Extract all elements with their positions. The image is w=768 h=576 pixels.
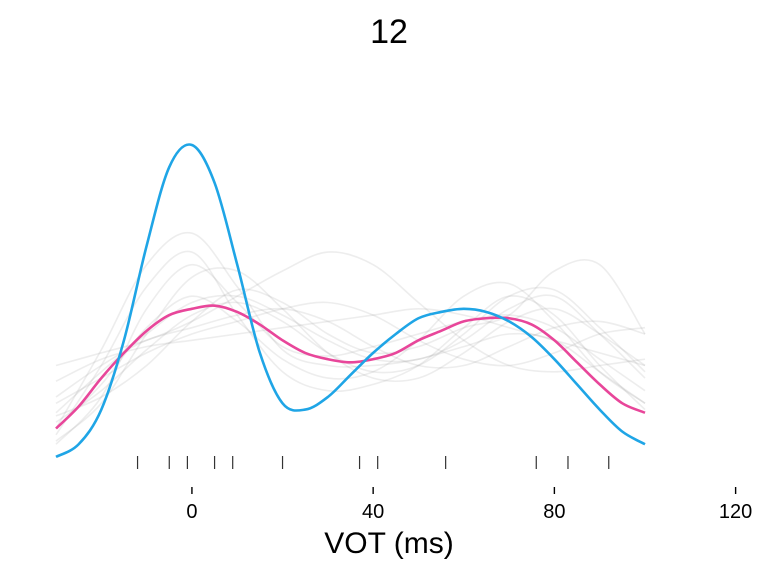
background-curve-4 xyxy=(55,250,646,436)
chart-title: 12 xyxy=(370,13,408,51)
highlighted-curves-group xyxy=(55,143,646,459)
background-curve-6 xyxy=(55,286,646,423)
background-curve-1 xyxy=(55,231,646,429)
background-curves-group xyxy=(55,231,646,445)
x-tick-label-120: 120 xyxy=(719,501,752,523)
series-line-blue xyxy=(55,143,646,459)
rug-marks-group xyxy=(136,456,610,469)
x-tick-label-40: 40 xyxy=(362,501,384,523)
series-line-pink xyxy=(55,304,646,430)
background-curve-2 xyxy=(55,263,646,445)
background-curve-9 xyxy=(55,307,646,382)
background-curve-3 xyxy=(55,294,646,414)
x-axis-label: VOT (ms) xyxy=(324,527,454,560)
x-axis: 0 40 80 120 xyxy=(186,487,752,523)
x-tick-label-0: 0 xyxy=(186,501,197,523)
x-tick-label-80: 80 xyxy=(543,501,565,523)
background-curve-10 xyxy=(55,281,646,430)
background-curve-5 xyxy=(55,307,646,398)
background-curve-11 xyxy=(55,251,646,373)
background-curve-12 xyxy=(55,259,646,417)
